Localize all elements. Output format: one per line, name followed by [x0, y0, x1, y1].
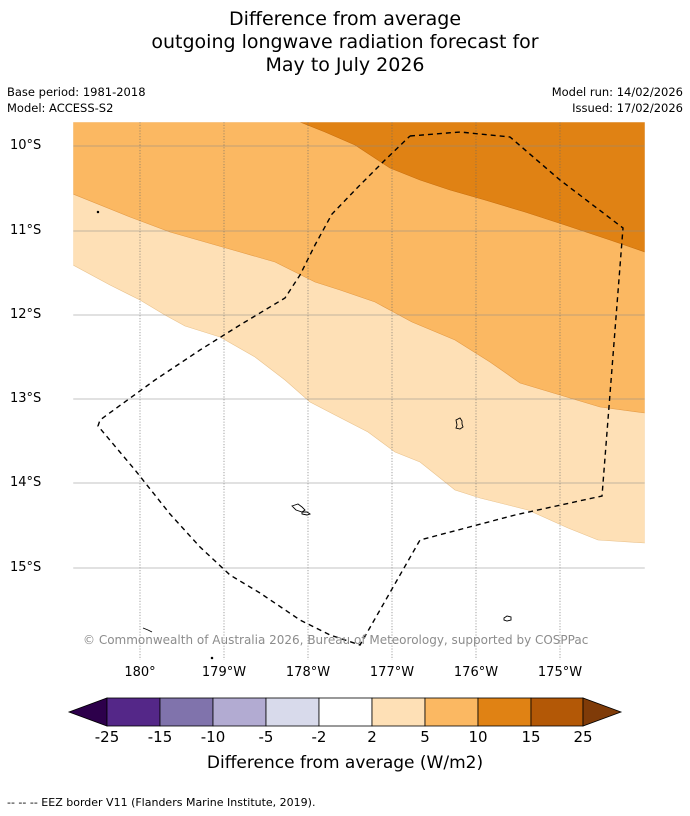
colorbar-segment: [318, 697, 373, 727]
colorbar-under-triangle: [67, 697, 108, 727]
title-line-1: Difference from average: [228, 8, 462, 30]
lat-label: 10°S: [10, 138, 42, 153]
title-line-2: outgoing longwave radiation forecast for: [151, 31, 539, 53]
lon-label: 175°W: [537, 665, 583, 680]
colorbar-tick: 2: [367, 728, 377, 746]
colorbar-over-triangle: [582, 697, 623, 727]
model-run: Model run: 14/02/2026: [551, 85, 683, 99]
colorbar-tick: -10: [200, 728, 226, 746]
island: [142, 627, 153, 633]
lat-label: 15°S: [10, 560, 42, 575]
colorbar-tick: 5: [420, 728, 430, 746]
colorbar-label: Difference from average (W/m2): [206, 753, 484, 773]
colorbar-tick: 10: [468, 728, 488, 746]
colorbar-tick: -25: [94, 728, 120, 746]
island: [301, 511, 312, 516]
lon-label: 178°W: [285, 665, 331, 680]
lat-label: 11°S: [10, 223, 42, 238]
colorbar-tick: 25: [573, 728, 593, 746]
copyright-notice: © Commonwealth of Australia 2026, Bureau…: [83, 633, 589, 647]
graticule: [73, 122, 645, 660]
chart-title: Difference from average outgoing longwav…: [0, 8, 690, 77]
model-name: Model: ACCESS-S2: [7, 101, 114, 115]
eez-border: [97, 131, 624, 646]
colorbar-tick: -2: [311, 728, 327, 746]
region-10-to-15: [299, 122, 645, 253]
colorbar-tick: -5: [258, 728, 274, 746]
colorbar-segment: [265, 697, 320, 727]
lat-label: 12°S: [10, 307, 42, 322]
colorbar-segment: [424, 697, 479, 727]
lon-label: 177°W: [369, 665, 415, 680]
island: [96, 210, 100, 214]
colorbar: [67, 697, 623, 727]
map-frame: [72, 121, 646, 661]
lat-label: 14°S: [10, 475, 42, 490]
colorbar-segment: [530, 697, 584, 727]
islands: [96, 210, 512, 660]
island: [503, 615, 512, 622]
island: [455, 417, 464, 430]
title-line-3: May to July 2026: [265, 54, 425, 76]
island: [291, 503, 306, 513]
colorbar-segment: [212, 697, 267, 727]
lat-label: 13°S: [10, 391, 42, 406]
lon-label: 180°: [124, 665, 156, 680]
meta-left: Base period: 1981-2018 Model: ACCESS-S2: [7, 84, 146, 116]
colorbar-segment: [371, 697, 426, 727]
colorbar-segment: [477, 697, 532, 727]
eez-footnote: -- -- -- EEZ border V11 (Flanders Marine…: [7, 796, 316, 809]
colorbar-tick: -15: [147, 728, 173, 746]
colorbar-segment: [106, 697, 161, 727]
base-period: Base period: 1981-2018: [7, 85, 146, 99]
island: [210, 656, 214, 660]
colorbar-tick: 15: [521, 728, 541, 746]
lon-label: 176°W: [453, 665, 499, 680]
lon-label: 179°W: [201, 665, 247, 680]
map-area: [73, 122, 645, 660]
issued-date: Issued: 17/02/2026: [572, 101, 683, 115]
colorbar-segment: [159, 697, 214, 727]
meta-right: Model run: 14/02/2026 Issued: 17/02/2026: [552, 84, 683, 116]
